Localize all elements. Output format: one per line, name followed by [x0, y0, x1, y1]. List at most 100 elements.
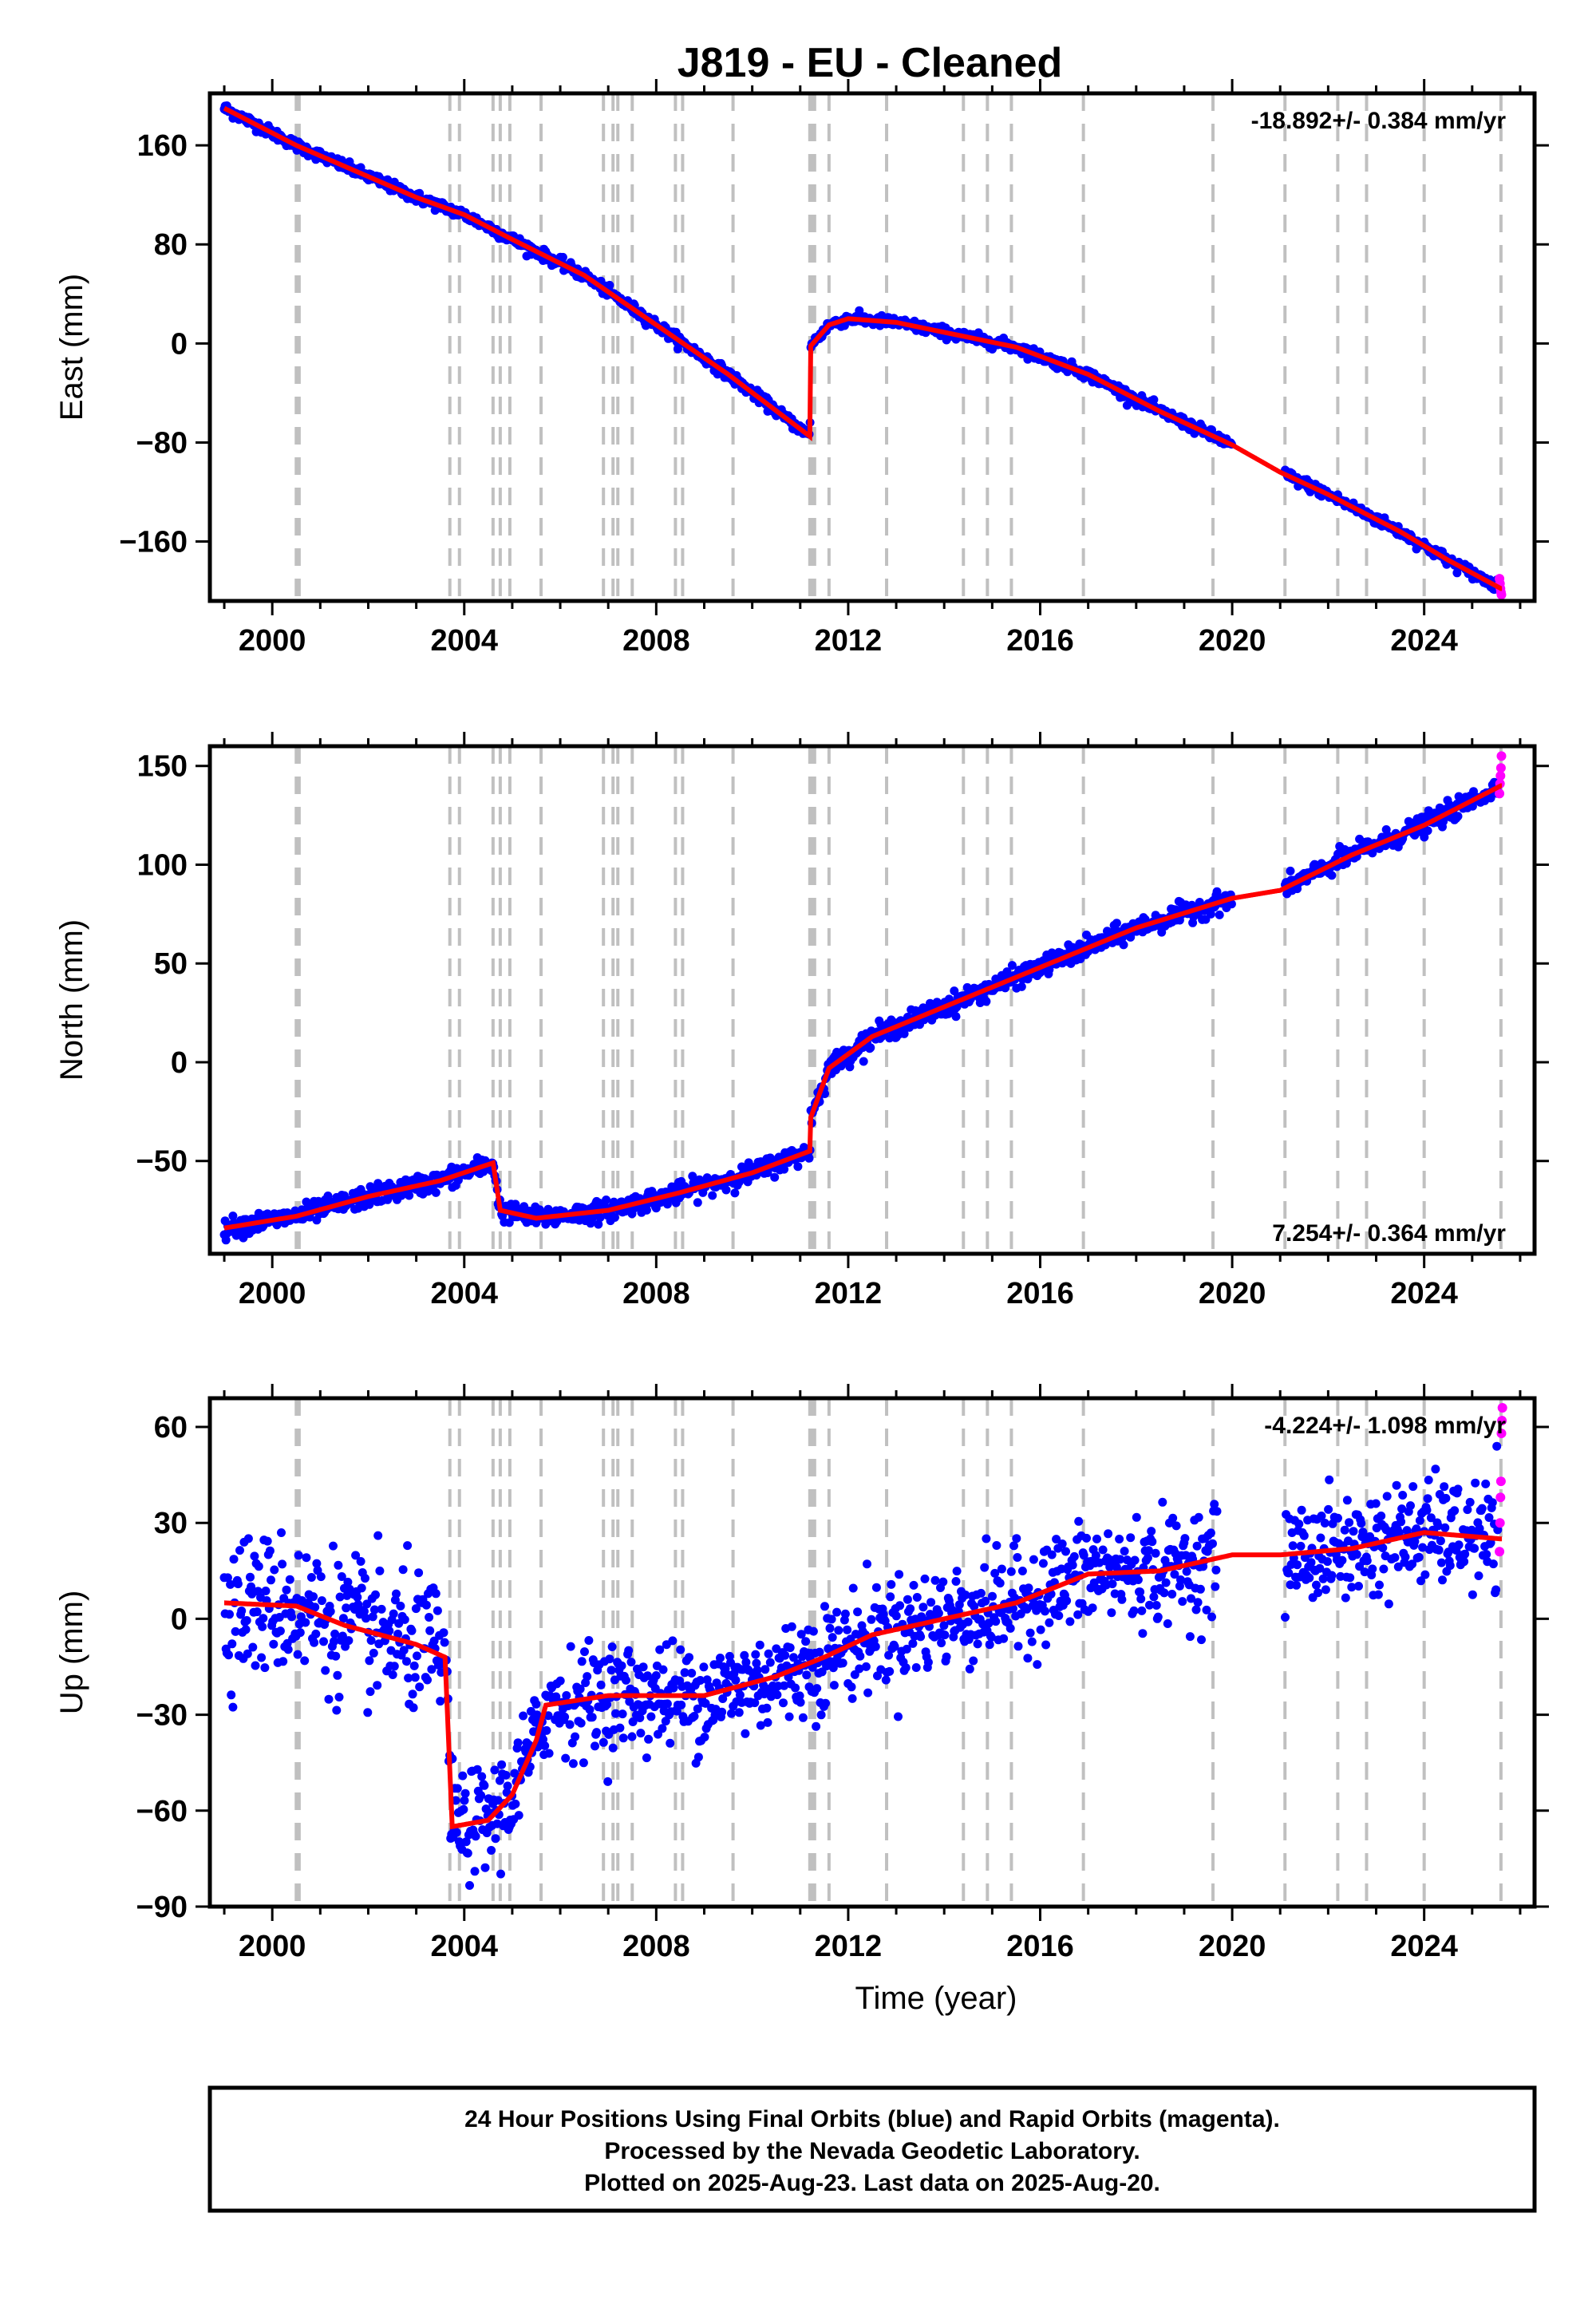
- final-point: [265, 1546, 275, 1555]
- final-point: [1161, 1578, 1171, 1587]
- x-tick-label: 2016: [1006, 1930, 1074, 1963]
- final-point: [802, 1670, 812, 1680]
- final-point: [490, 1765, 500, 1775]
- final-point: [780, 1164, 789, 1174]
- final-point: [458, 1771, 468, 1780]
- x-tick-label: 2016: [1006, 624, 1074, 658]
- y-tick-label: 30: [154, 1507, 188, 1540]
- final-point: [227, 1690, 236, 1700]
- final-point: [369, 1648, 378, 1658]
- up-panel: 2000 2004 2008 2012 2016 2020 2024 60 30 0 −30 −60 −…: [54, 1384, 1549, 2016]
- final-point: [496, 1869, 505, 1879]
- final-point: [863, 1688, 873, 1697]
- final-point: [503, 1781, 512, 1791]
- final-point: [1323, 1557, 1332, 1567]
- final-point: [1138, 1629, 1148, 1638]
- final-point: [1345, 1573, 1355, 1583]
- final-point: [365, 1687, 375, 1697]
- final-point: [477, 1772, 487, 1781]
- final-point: [306, 1573, 316, 1582]
- final-point: [1033, 1660, 1042, 1670]
- final-point: [1148, 1537, 1157, 1547]
- y-tick-label: 0: [171, 1046, 188, 1080]
- final-point: [815, 1647, 824, 1657]
- east-plot-area: [219, 93, 1507, 601]
- x-tick-label: 2004: [430, 1930, 498, 1963]
- final-point: [542, 1725, 551, 1735]
- final-point: [911, 1663, 921, 1672]
- final-point: [751, 1650, 760, 1659]
- final-point: [228, 1211, 238, 1221]
- final-point: [1341, 1593, 1350, 1603]
- final-point: [992, 1541, 1001, 1550]
- north-model-line: [223, 783, 1503, 1231]
- final-point: [688, 1172, 697, 1181]
- final-point: [1120, 1547, 1129, 1556]
- final-point: [1062, 1596, 1072, 1606]
- final-point: [741, 1729, 750, 1738]
- final-point: [1460, 1557, 1469, 1567]
- x-tick-label: 2008: [622, 1930, 690, 1963]
- final-point: [558, 252, 567, 262]
- final-point: [859, 1057, 868, 1066]
- final-point: [1408, 1482, 1418, 1492]
- final-point: [938, 1577, 948, 1587]
- final-point: [1129, 1606, 1139, 1615]
- final-point: [1371, 1499, 1381, 1508]
- final-point: [1137, 1606, 1147, 1615]
- final-point: [1345, 1518, 1354, 1528]
- final-point: [1115, 1535, 1124, 1543]
- final-point: [366, 1636, 376, 1645]
- final-point: [235, 1546, 244, 1555]
- final-point: [1390, 1553, 1400, 1563]
- final-point: [1036, 1625, 1045, 1634]
- final-point: [764, 1649, 773, 1658]
- y-tick-label: 50: [154, 947, 188, 981]
- final-point: [607, 1642, 617, 1651]
- final-point: [636, 1729, 646, 1738]
- final-point: [848, 1583, 858, 1593]
- final-point: [1088, 1603, 1097, 1613]
- final-point: [895, 1570, 904, 1579]
- final-point: [571, 1732, 580, 1741]
- final-point: [1382, 1492, 1392, 1501]
- final-point: [501, 1770, 511, 1780]
- final-point: [780, 1650, 790, 1660]
- final-point: [622, 1675, 630, 1685]
- final-point: [357, 1583, 366, 1593]
- footer-line-2: Processed by the Nevada Geodetic Laborat…: [604, 2138, 1140, 2164]
- final-point: [627, 1732, 637, 1741]
- final-point: [311, 1629, 321, 1638]
- final-point: [319, 1637, 328, 1646]
- final-point: [808, 1626, 818, 1636]
- final-point: [887, 1579, 896, 1589]
- final-point: [431, 1188, 440, 1197]
- north-final-points: [219, 777, 1503, 1245]
- final-point: [926, 1598, 936, 1607]
- final-point: [644, 1734, 654, 1744]
- final-point: [1130, 1555, 1140, 1565]
- final-point: [267, 1575, 275, 1585]
- final-point: [1392, 1480, 1401, 1490]
- final-point: [1057, 1539, 1067, 1548]
- y-tick-label: 80: [154, 228, 188, 262]
- final-point: [617, 1661, 626, 1670]
- x-tick-label: 2004: [430, 624, 498, 658]
- final-point: [585, 1705, 595, 1714]
- final-point: [1017, 1567, 1027, 1575]
- final-point: [770, 1172, 780, 1182]
- final-point: [1065, 1617, 1075, 1626]
- final-point: [1143, 1553, 1152, 1563]
- final-point: [560, 1712, 570, 1721]
- final-point: [982, 1534, 991, 1543]
- final-point: [651, 1671, 661, 1680]
- final-point: [252, 1607, 262, 1617]
- final-point: [326, 1607, 335, 1616]
- final-point: [544, 1749, 554, 1758]
- final-point: [1029, 1555, 1038, 1564]
- final-point: [708, 1191, 717, 1200]
- final-point: [463, 1848, 472, 1858]
- final-point: [791, 1683, 800, 1693]
- final-point: [980, 1563, 990, 1572]
- final-point: [832, 1607, 842, 1617]
